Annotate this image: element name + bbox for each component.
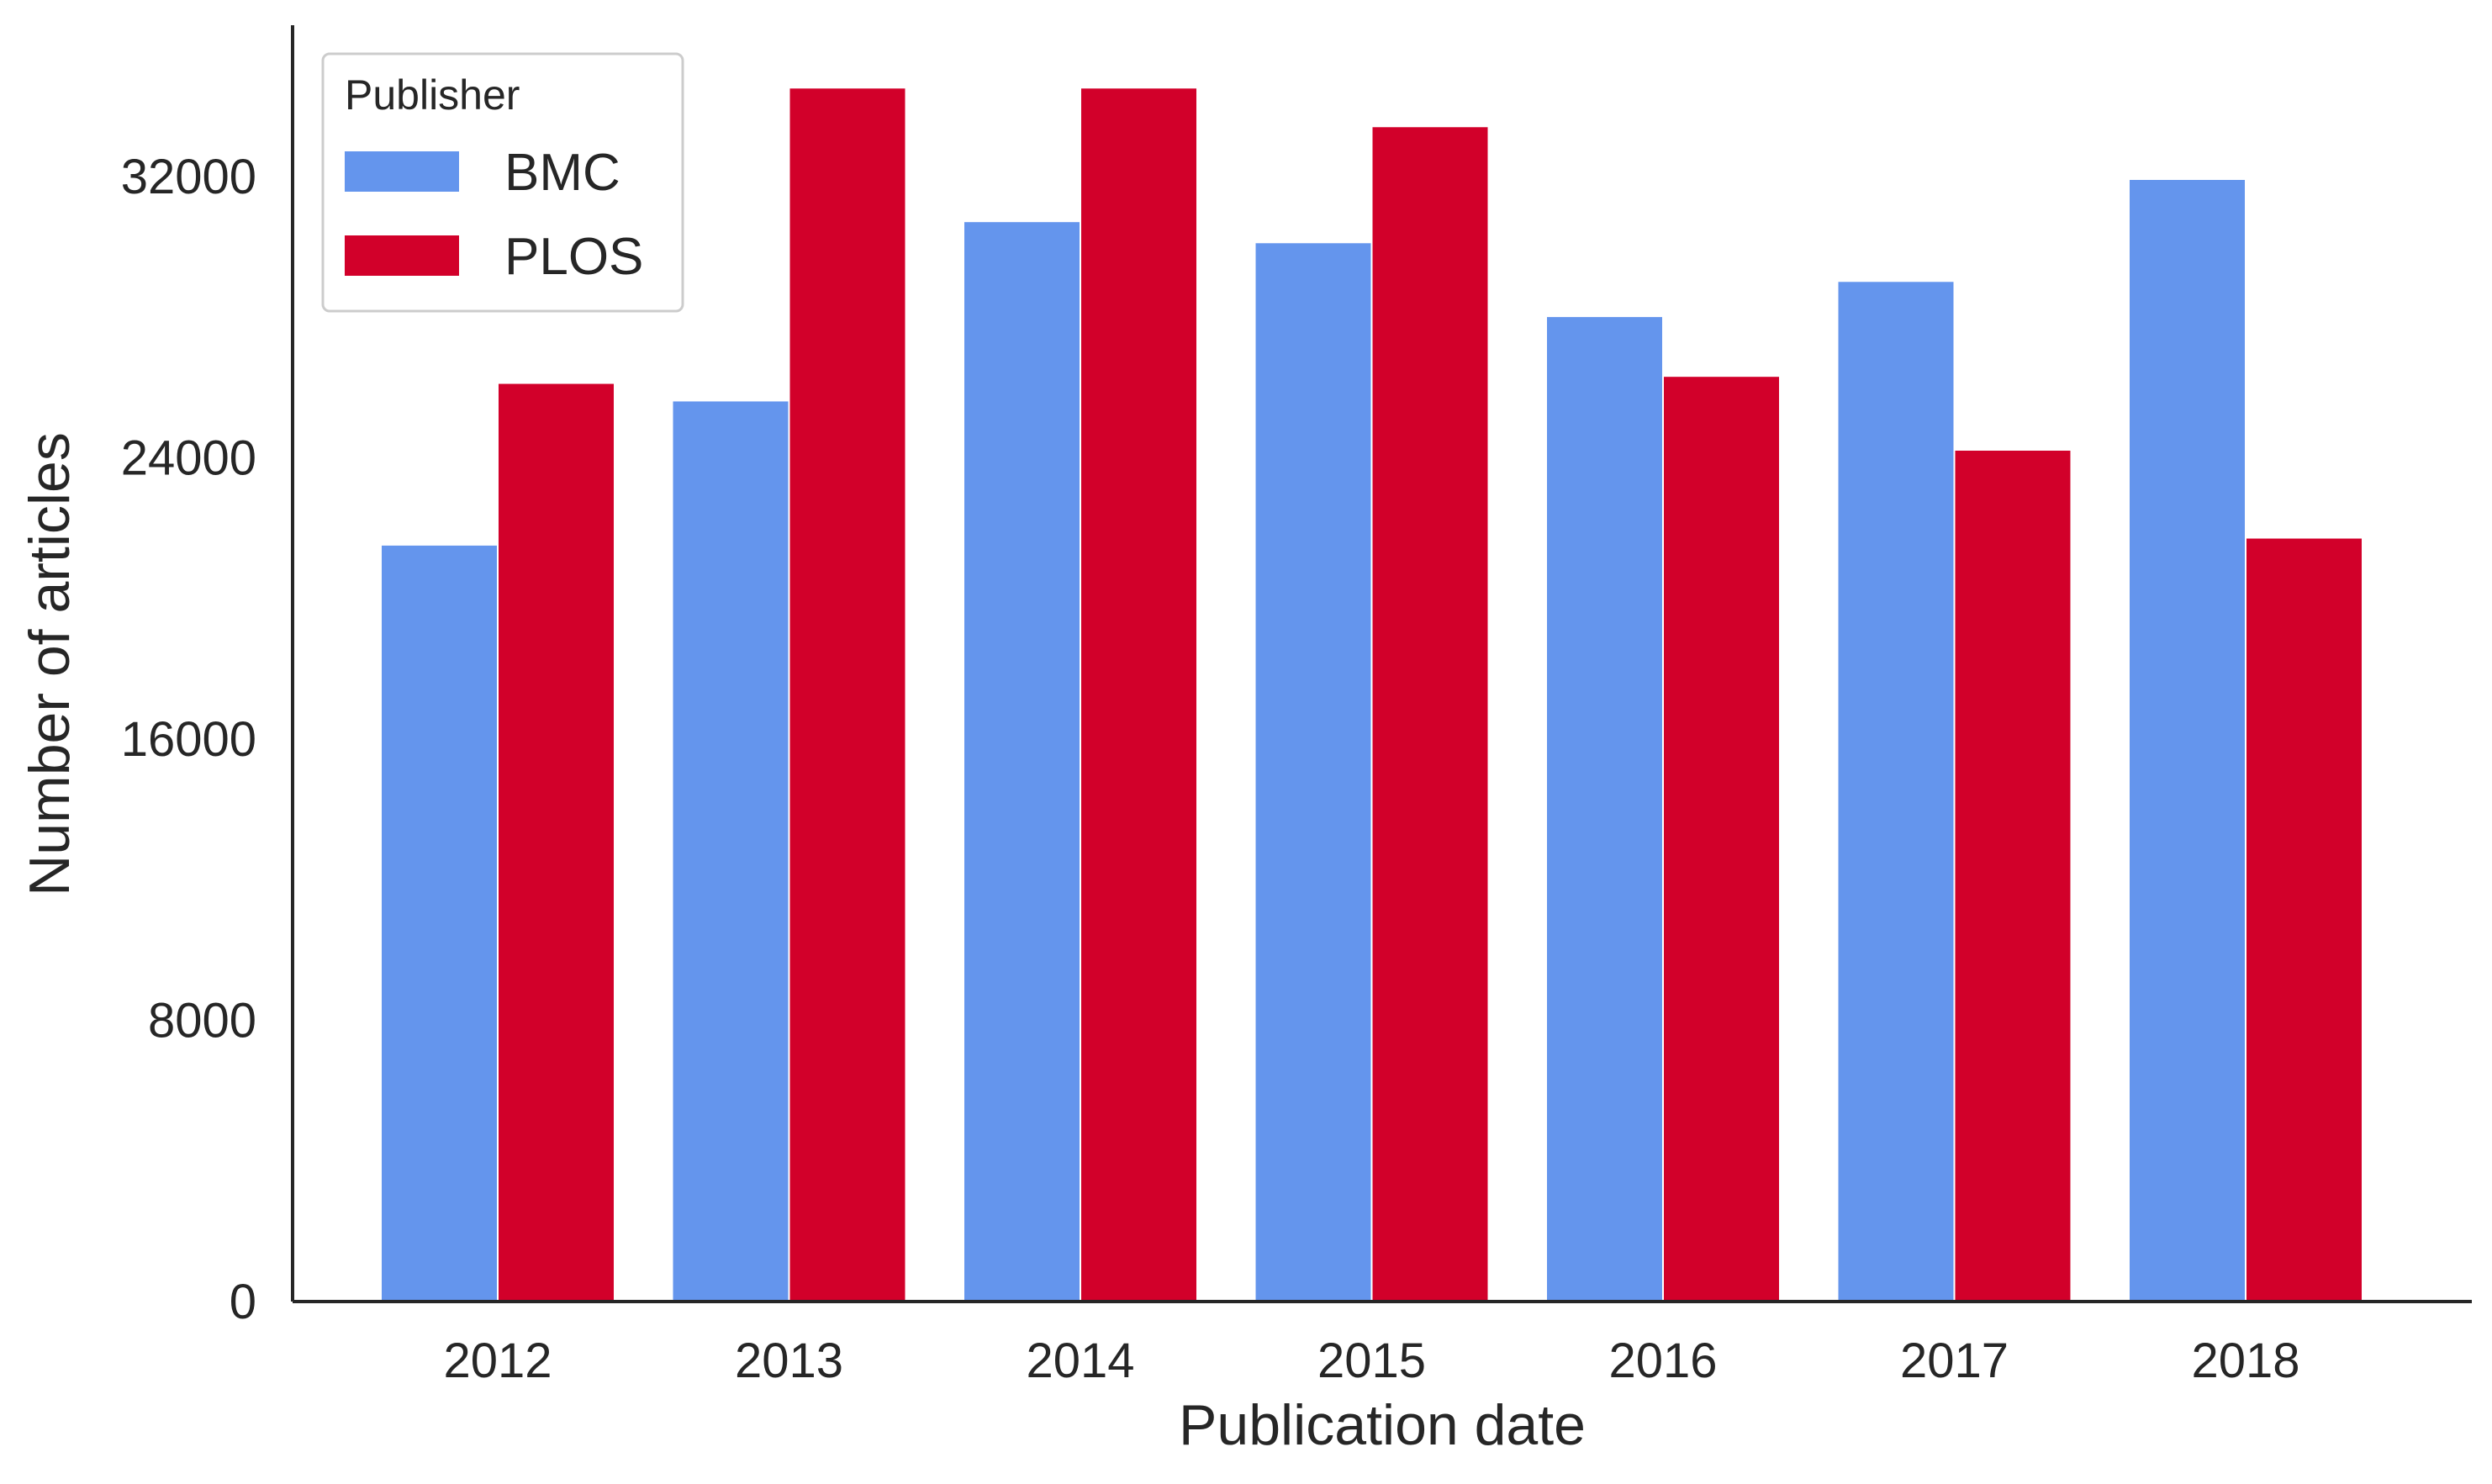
bar-bmc-2012 [382, 545, 497, 1302]
legend-label-bmc: BMC [504, 144, 620, 202]
x-tick-label-2013: 2013 [735, 1333, 843, 1388]
x-tick-label-2012: 2012 [443, 1333, 552, 1388]
bar-bmc-2018 [2130, 180, 2245, 1302]
legend-swatch-plos [345, 235, 459, 276]
bars-group [382, 88, 2362, 1302]
bar-plos-2012 [499, 383, 614, 1302]
y-axis-label: Number of articles [18, 432, 82, 896]
x-axis-label: Publication date [1179, 1393, 1586, 1457]
bar-plos-2016 [1664, 377, 1779, 1302]
x-tick-label-2016: 2016 [1608, 1333, 1717, 1388]
y-tick-label-0: 0 [230, 1275, 256, 1329]
bar-plos-2018 [2246, 538, 2362, 1302]
bar-bmc-2016 [1547, 317, 1662, 1302]
legend: Publisher BMC PLOS [321, 52, 684, 313]
y-tick-label-32000: 32000 [121, 150, 256, 204]
x-tick-label-2018: 2018 [2191, 1333, 2299, 1388]
bar-bmc-2015 [1255, 243, 1371, 1302]
x-tick-label-2014: 2014 [1026, 1333, 1134, 1388]
bar-bmc-2017 [1838, 282, 1954, 1302]
bar-bmc-2014 [964, 222, 1080, 1302]
y-tick-label-8000: 8000 [148, 993, 256, 1048]
x-axis-ticks: 2012 2013 2014 2015 2016 2017 2018 [443, 1333, 2299, 1388]
y-tick-label-24000: 24000 [121, 430, 256, 485]
legend-swatch-bmc [345, 151, 459, 192]
bar-plos-2017 [1955, 451, 2071, 1302]
x-tick-label-2015: 2015 [1317, 1333, 1426, 1388]
legend-title: Publisher [345, 71, 520, 119]
bar-plos-2015 [1372, 127, 1488, 1302]
y-tick-label-16000: 16000 [121, 712, 256, 767]
bar-bmc-2013 [673, 401, 789, 1302]
x-tick-label-2017: 2017 [1900, 1333, 2009, 1388]
y-axis-ticks: 0 8000 16000 24000 32000 [121, 150, 256, 1329]
bar-plos-2014 [1081, 88, 1196, 1302]
legend-label-plos: PLOS [504, 228, 643, 286]
bar-plos-2013 [789, 88, 905, 1302]
